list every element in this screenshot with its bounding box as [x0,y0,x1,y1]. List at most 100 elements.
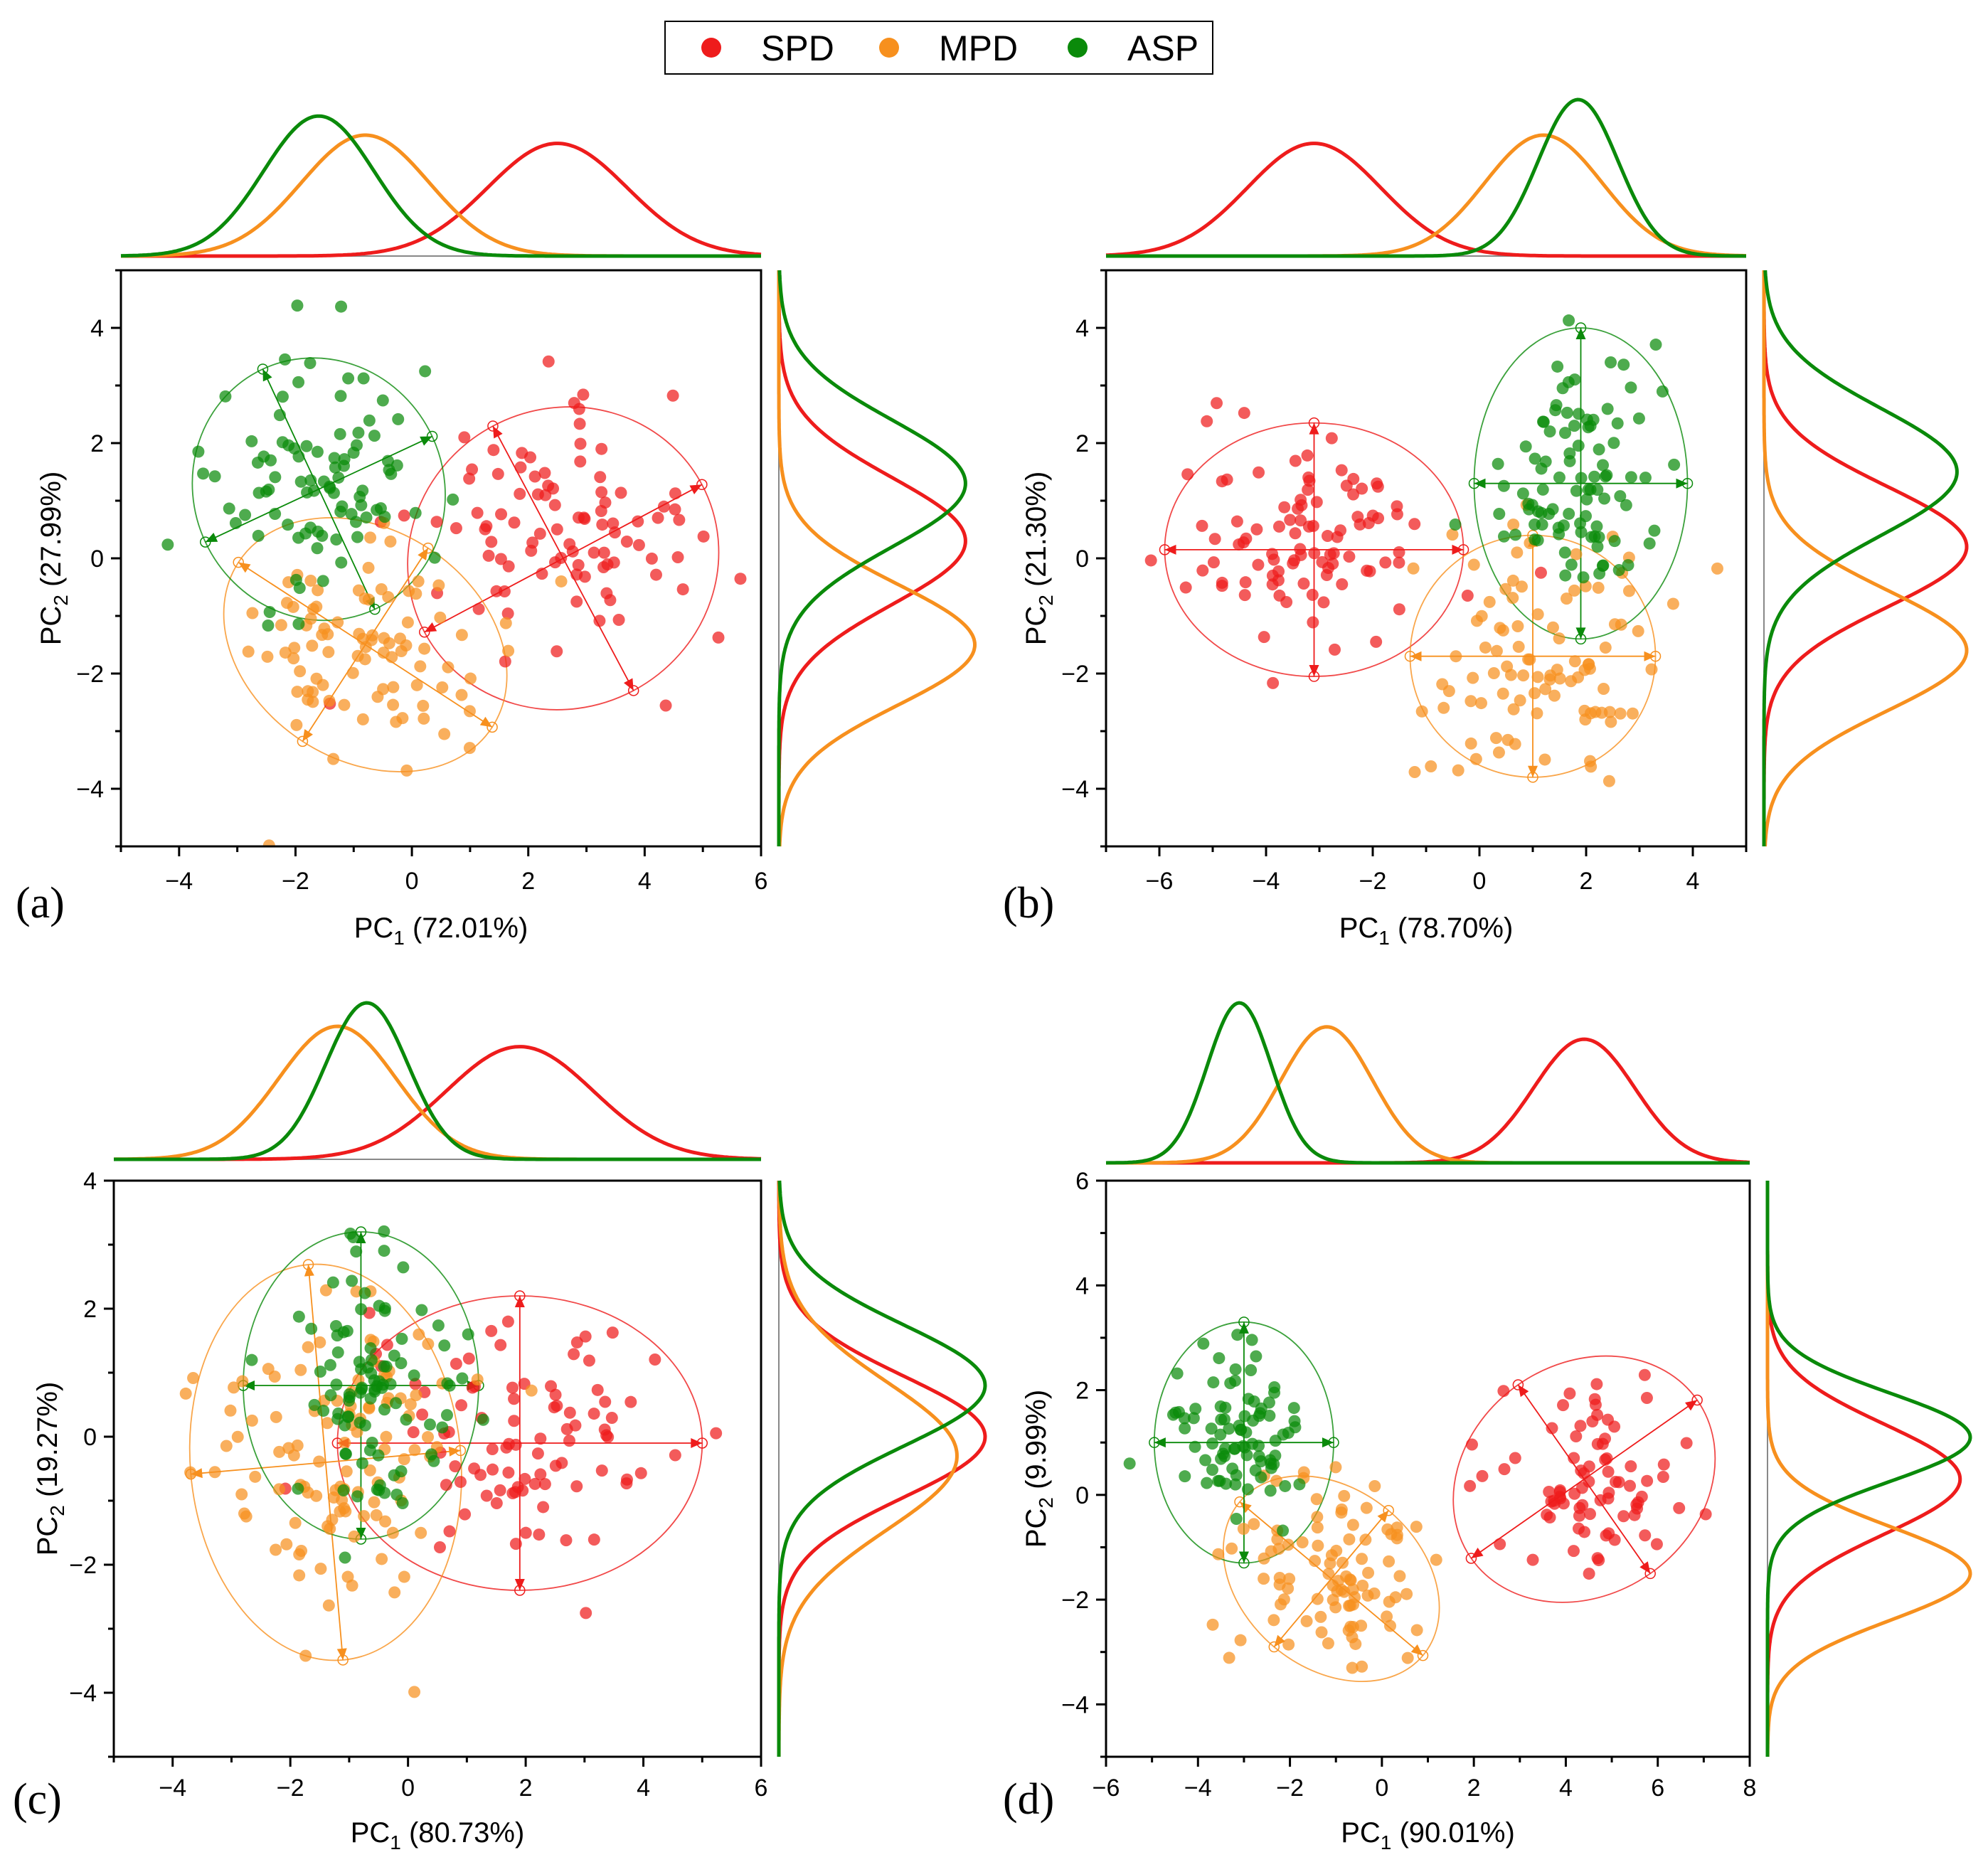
ellipse-vertex-marker [455,1445,467,1457]
data-point-asp [317,575,329,587]
data-point-mpd [1315,1626,1328,1639]
data-point-mpd [231,1430,244,1443]
data-point-asp [292,1482,304,1495]
data-point-asp [447,493,459,506]
x-tick-label: −6 [1146,868,1174,895]
data-point-spd [1628,1509,1641,1521]
data-point-spd [533,527,546,540]
data-point-asp [1509,528,1522,541]
data-point-asp [273,409,286,422]
ellipse-vertex-marker [302,1259,314,1270]
y-tick-label: −4 [1061,1691,1089,1718]
data-point-mpd [1425,760,1437,772]
data-point-asp [1573,408,1585,420]
data-point-spd [676,583,689,596]
data-point-mpd [236,1375,249,1388]
data-point-spd [468,1462,481,1475]
data-point-asp [347,1231,360,1244]
data-point-asp [1226,1462,1239,1475]
data-point-mpd [242,645,255,658]
ellipse-vertex-marker [369,603,381,615]
ellipse-vertex-marker [1234,1496,1245,1508]
data-point-spd [570,595,583,608]
data-point-asp [1255,1402,1267,1415]
ellipse-vertex-marker [200,536,211,548]
data-point-asp [1241,1483,1254,1496]
data-point-asp [1229,1363,1242,1376]
data-point-asp [380,1360,393,1373]
arrow-head-asp [1575,328,1586,339]
data-point-mpd [1226,1542,1238,1555]
data-point-mpd [417,699,430,712]
data-point-asp [1288,1415,1301,1427]
data-point-mpd [1490,644,1503,657]
data-point-asp [276,390,289,403]
data-point-mpd [291,1439,304,1452]
arrow-head-spd [492,426,503,439]
data-point-mpd [322,1599,335,1612]
data-point-mpd [326,1514,339,1526]
data-point-spd [608,526,621,539]
data-point-asp [1201,1477,1213,1489]
arrow-head-spd [1164,544,1176,555]
data-point-mpd [463,742,476,755]
data-point-asp [1649,339,1662,351]
data-point-asp [1668,458,1681,471]
data-point-asp [427,1454,440,1467]
data-point-spd [509,1538,522,1550]
data-point-spd [455,1399,468,1412]
axis-arrow-asp [318,489,376,610]
data-point-asp [1553,528,1566,541]
data-point-mpd [455,688,468,701]
data-point-spd [416,1408,429,1421]
data-point-asp [269,471,282,484]
x-tick-label: 4 [1559,1775,1573,1802]
data-point-spd [1476,1469,1489,1482]
data-point-spd [1546,1422,1558,1435]
data-point-spd [632,515,644,528]
data-point-mpd [1223,1651,1235,1664]
data-point-spd [1306,588,1319,601]
data-point-spd [480,1489,493,1502]
data-point-spd [531,1447,544,1460]
data-point-mpd [1583,658,1595,671]
data-point-mpd [1608,618,1621,631]
data-point-asp [1449,518,1462,531]
data-point-asp [335,556,348,569]
y-title-sub: 2 [46,1505,68,1516]
y-title-sub: 2 [50,595,72,606]
data-point-mpd [287,1449,300,1462]
data-point-mpd [1551,664,1563,676]
x-axis-title: PC1 (80.73%) [351,1817,525,1853]
data-point-spd [480,520,493,533]
data-point-mpd [363,1464,376,1477]
data-point-mpd [1548,689,1561,702]
data-point-spd [1465,1438,1478,1451]
data-point-asp [1263,1409,1276,1422]
data-point-asp [1233,1420,1245,1432]
data-point-asp [356,1381,368,1394]
x-tick-label: 0 [1375,1775,1388,1802]
x-tick-label: −4 [159,1775,186,1802]
data-point-spd [1543,1485,1556,1498]
x-tick-label: 4 [637,1775,650,1802]
data-point-asp [307,484,320,497]
data-point-spd [454,1476,467,1489]
data-point-asp [1543,507,1556,520]
plot-frame [1105,269,1748,848]
data-point-spd [669,1449,681,1462]
data-point-spd [494,553,507,565]
data-point-asp [358,1287,371,1299]
ellipse-vertex-marker [233,556,244,568]
data-point-mpd [1492,746,1505,759]
data-point-mpd [338,1502,351,1515]
data-point-mpd [1415,705,1428,718]
data-point-spd [1641,1474,1654,1487]
data-point-mpd [1346,1518,1359,1531]
data-point-mpd [1282,1582,1295,1595]
data-point-spd [569,1419,582,1432]
y-tick-label: 2 [90,430,104,457]
data-point-spd [1650,1538,1663,1550]
arrow-head-mpd [479,716,493,728]
arrow-head-spd [1639,1561,1651,1574]
